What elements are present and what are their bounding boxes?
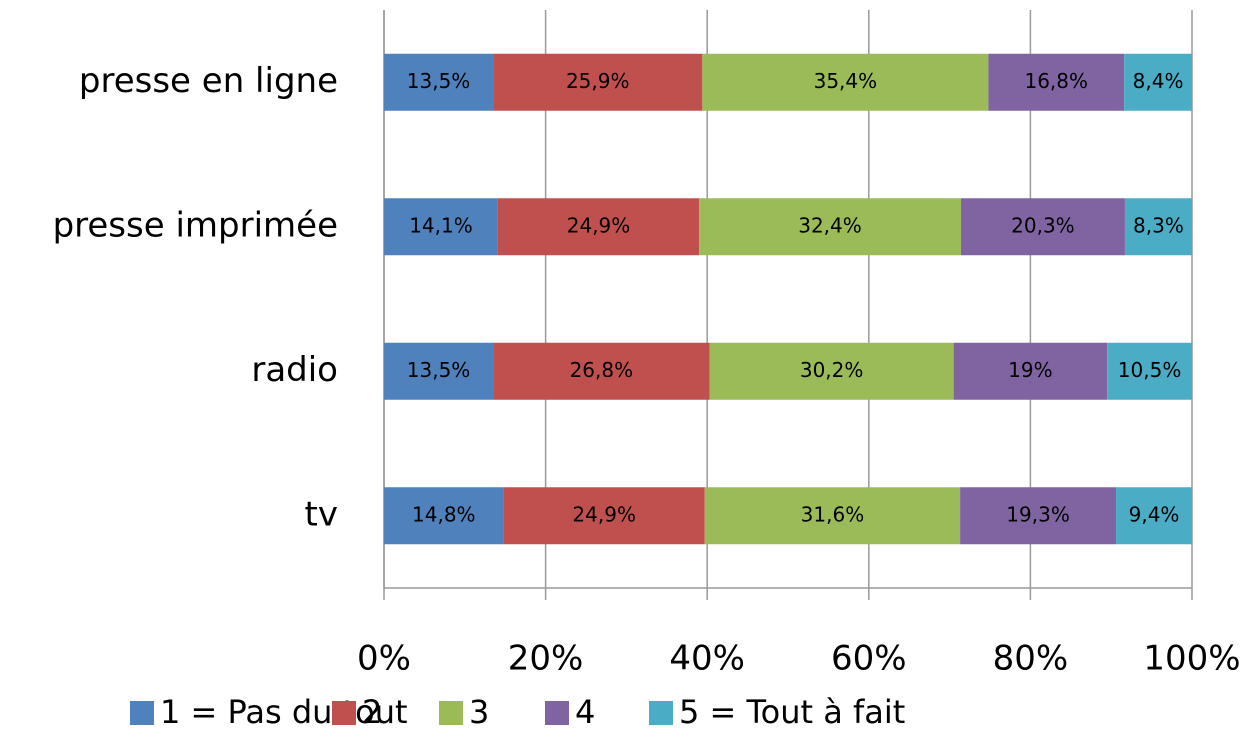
bar-segment <box>960 487 1117 545</box>
value-label: 14,1% <box>409 213 473 237</box>
category-label: presse en ligne <box>79 61 338 101</box>
value-label: 35,4% <box>814 69 878 93</box>
bar-segment <box>1124 53 1192 111</box>
value-label: 13,5% <box>407 69 471 93</box>
legend-swatch <box>130 701 154 725</box>
bar-segment <box>384 198 498 256</box>
value-label: 8,4% <box>1133 69 1184 93</box>
category-label: presse imprimée <box>53 205 338 245</box>
value-label: 9,4% <box>1129 502 1180 526</box>
legend-swatch <box>649 701 673 725</box>
bar-segment <box>497 198 700 256</box>
bar-segment <box>988 53 1125 111</box>
bar-segment <box>384 487 504 545</box>
bar-segment <box>709 342 954 400</box>
value-label: 20,3% <box>1011 213 1075 237</box>
bar-segment <box>1124 198 1192 256</box>
category-label: radio <box>251 350 338 390</box>
value-label: 26,8% <box>570 358 634 382</box>
bar-segment <box>704 487 961 545</box>
bar-segment <box>493 53 703 111</box>
value-label: 8,3% <box>1133 213 1184 237</box>
x-tick-label: 40% <box>669 639 745 679</box>
bar-segment <box>1116 487 1192 545</box>
bar-segment <box>1107 342 1192 400</box>
value-label: 32,4% <box>798 213 862 237</box>
x-tick-label: 60% <box>831 639 907 679</box>
value-label: 14,8% <box>412 502 476 526</box>
legend-label: 4 <box>575 693 595 731</box>
value-label: 24,9% <box>572 502 636 526</box>
value-label: 13,5% <box>407 358 471 382</box>
x-tick-label: 80% <box>993 639 1069 679</box>
value-label: 19,3% <box>1006 502 1070 526</box>
category-label: tv <box>305 494 338 534</box>
bar-segment <box>384 342 494 400</box>
legend-label: 2 <box>362 693 382 731</box>
legend-swatch <box>332 701 356 725</box>
value-label: 16,8% <box>1024 69 1088 93</box>
bar-segment <box>493 342 710 400</box>
legend-label: 3 <box>469 693 489 731</box>
bar-segment <box>503 487 705 545</box>
legend-label: 5 = Tout à fait <box>679 693 905 731</box>
value-label: 25,9% <box>566 69 630 93</box>
bar-segment <box>953 342 1108 400</box>
bar-segment <box>960 198 1125 256</box>
x-tick-label: 100% <box>1143 639 1240 679</box>
bar-segment <box>699 198 961 256</box>
value-label: 24,9% <box>567 213 631 237</box>
bar-segment <box>702 53 989 111</box>
x-tick-label: 20% <box>508 639 584 679</box>
value-label: 30,2% <box>800 358 864 382</box>
legend-swatch <box>545 701 569 725</box>
value-label: 19% <box>1008 358 1052 382</box>
value-label: 31,6% <box>801 502 865 526</box>
value-label: 10,5% <box>1118 358 1182 382</box>
bar-segment <box>384 53 494 111</box>
x-tick-label: 0% <box>357 639 411 679</box>
legend-label: 1 = Pas du tout <box>160 693 408 731</box>
legend-swatch <box>439 701 463 725</box>
